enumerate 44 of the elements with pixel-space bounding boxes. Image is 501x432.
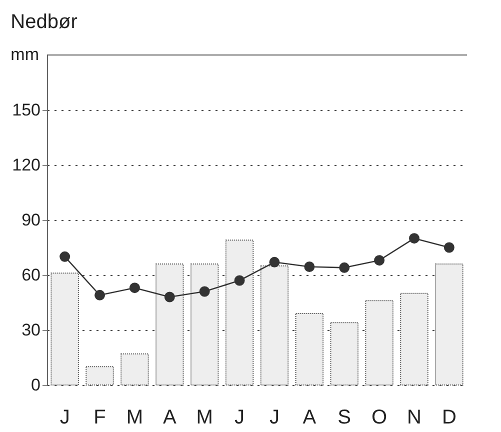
x-tick-label: J [269, 406, 280, 428]
point [164, 292, 175, 302]
point [60, 251, 70, 262]
point [339, 262, 350, 273]
x-tick-label: S [338, 406, 352, 428]
bar [330, 322, 358, 386]
bar [50, 272, 79, 386]
point [269, 256, 280, 268]
bar [156, 264, 184, 386]
y-tick-label: 60 [22, 266, 40, 284]
x-tick-label: F [94, 406, 106, 428]
point [374, 255, 385, 266]
y-axis-title: mm [10, 45, 39, 64]
bar [225, 240, 254, 386]
bar [365, 300, 394, 386]
point [444, 242, 454, 253]
x-tick-label: O [372, 406, 388, 428]
x-tick-label: A [302, 406, 317, 428]
y-tick-label: 90 [22, 210, 40, 230]
x-tick-label: M [196, 406, 213, 428]
point [234, 275, 245, 286]
point [94, 290, 106, 300]
point [129, 282, 140, 294]
bar [260, 265, 289, 386]
bar [86, 366, 114, 386]
y-tick-label: 0 [31, 376, 40, 394]
point [199, 286, 210, 297]
y-tick-label: 30 [22, 320, 40, 340]
x-tick-label: D [442, 406, 456, 428]
x-tick-label: M [126, 406, 144, 428]
point [304, 262, 315, 272]
x-tick-label: J [60, 406, 70, 428]
x-tick-label: N [407, 406, 422, 428]
y-tick-label: 150 [12, 100, 40, 120]
bar [190, 264, 219, 386]
bar [295, 313, 324, 386]
point [408, 233, 420, 244]
x-tick-label: A [162, 406, 177, 428]
y-tick-label: 120 [12, 156, 40, 174]
x-tick-label: J [234, 406, 245, 428]
bar [120, 353, 149, 386]
bar [435, 264, 464, 386]
chart-title: Nedbør [10, 11, 78, 33]
bar [400, 292, 428, 386]
